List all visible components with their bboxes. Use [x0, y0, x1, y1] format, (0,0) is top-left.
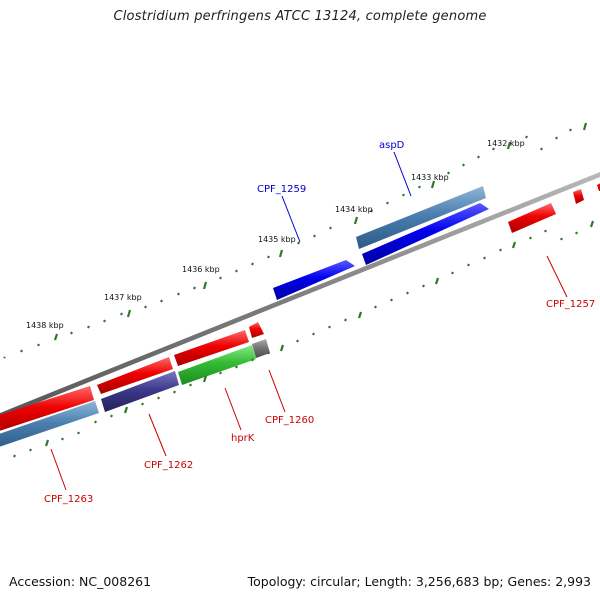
- aspD-cds-arrow[interactable]: [362, 203, 489, 265]
- cpf1262-cds-arrow[interactable]: [101, 371, 179, 412]
- gene-label-cpf1262[interactable]: CPF_1262: [144, 460, 193, 471]
- kbp-scale-labels: 1432 kbp 1433 kbp 1434 kbp 1435 kbp 1436…: [26, 139, 525, 330]
- kbp-label: 1436 kbp: [182, 265, 220, 274]
- cpf1263-gene-arrow[interactable]: [0, 386, 94, 434]
- forward-tick-track: [3, 122, 588, 359]
- gene-label-cpf1263[interactable]: CPF_1263: [44, 494, 93, 505]
- kbp-label: 1438 kbp: [26, 321, 64, 330]
- label-leader-lines: [50, 151, 568, 491]
- genome-backbone: [0, 172, 600, 418]
- edge-red-feature[interactable]: [597, 181, 600, 191]
- gene-label-cpf1259[interactable]: CPF_1259: [257, 184, 306, 195]
- cpf1259-leader: [281, 195, 301, 243]
- genome-summary-text: Topology: circular; Length: 3,256,683 bp…: [247, 574, 591, 589]
- cpf1257-gene-arrow[interactable]: [508, 203, 556, 233]
- accession-text: Accession: NC_008261: [9, 574, 152, 589]
- hprK-gene-arrow[interactable]: [174, 330, 249, 366]
- cpf1259-gene-arrow[interactable]: [273, 260, 355, 300]
- gene-labels: aspD CPF_1259 CPF_1257 CPF_1260 hprK CPF…: [44, 140, 595, 505]
- cpf1262-leader: [148, 413, 167, 457]
- reverse-strand-features[interactable]: [0, 322, 270, 450]
- forward-strand-features[interactable]: [273, 181, 600, 300]
- reverse-tick-track: [13, 220, 595, 458]
- kbp-label: 1432 kbp: [487, 139, 525, 148]
- cpf1260-cds-arrow[interactable]: [252, 339, 270, 358]
- gene-label-cpf1260[interactable]: CPF_1260: [265, 415, 314, 426]
- gene-label-hprK[interactable]: hprK: [231, 433, 255, 444]
- kbp-label: 1435 kbp: [258, 235, 296, 244]
- gene-label-cpf1257[interactable]: CPF_1257: [546, 299, 595, 310]
- cpf1263-cds-arrow[interactable]: [0, 401, 99, 450]
- aspD-leader: [393, 151, 412, 197]
- cpf1263-leader: [50, 448, 67, 491]
- kbp-label: 1433 kbp: [411, 173, 449, 182]
- cpf1257-leader: [546, 255, 568, 298]
- map-title: Clostridium perfringens ATCC 13124, comp…: [113, 9, 487, 24]
- cpf1260-gene-arrow[interactable]: [249, 322, 264, 338]
- cpf1262-gene-arrow[interactable]: [97, 357, 173, 394]
- cpf1260-leader: [268, 369, 286, 413]
- small-red-feature[interactable]: [573, 189, 584, 204]
- aspD-gene-arrow[interactable]: [356, 186, 486, 249]
- kbp-label: 1434 kbp: [335, 205, 373, 214]
- hprK-cds-arrow[interactable]: [178, 345, 256, 385]
- kbp-label: 1437 kbp: [104, 293, 142, 302]
- hprK-leader: [224, 387, 242, 431]
- gene-label-aspD[interactable]: aspD: [379, 140, 405, 151]
